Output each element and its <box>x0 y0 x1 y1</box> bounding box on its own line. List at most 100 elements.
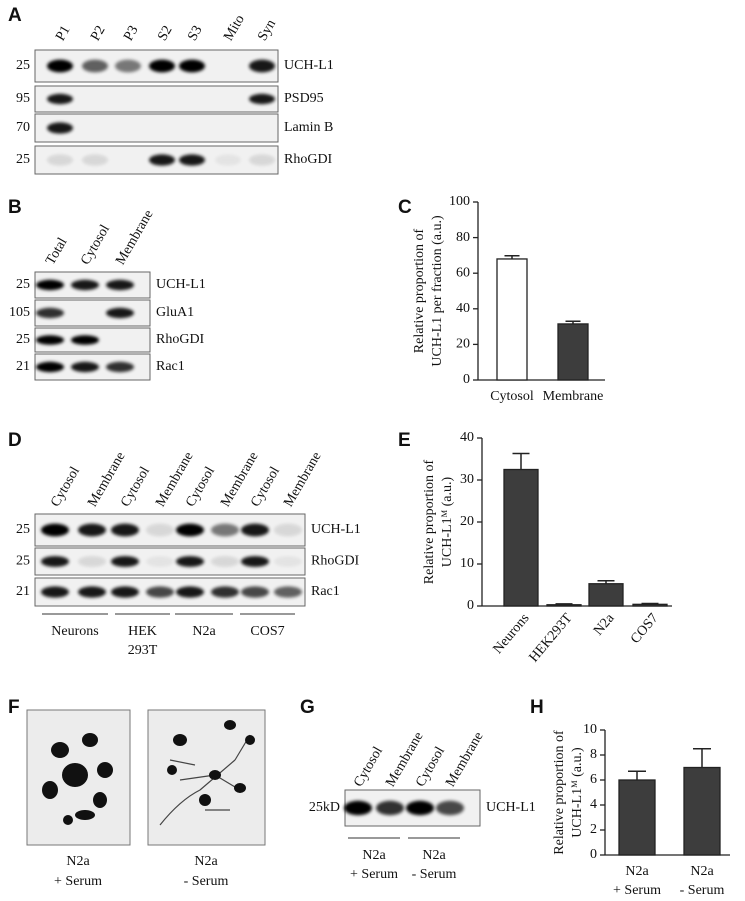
bar <box>618 779 656 856</box>
y-tick-label: 60 <box>456 265 470 280</box>
image-caption: - Serum <box>184 874 229 889</box>
protein-label: Rac1 <box>311 584 340 599</box>
mw-marker: 95 <box>16 91 30 106</box>
lane-label: Total <box>43 235 70 267</box>
group-label: + Serum <box>350 867 398 882</box>
band <box>115 59 141 73</box>
protein-label: Rac1 <box>156 359 185 374</box>
image-caption: N2a <box>66 854 90 869</box>
band <box>344 800 372 816</box>
bar <box>503 468 539 607</box>
mw-marker: 25 <box>16 522 30 537</box>
x-tick-label: HEK293T <box>527 611 576 666</box>
y-tick-label: 0 <box>467 598 474 613</box>
band <box>241 556 269 567</box>
band <box>82 59 108 73</box>
error-bar <box>555 603 573 605</box>
protein-label: UCH-L1 <box>284 58 334 73</box>
protein-label: UCH-L1 <box>486 800 536 815</box>
band <box>249 93 275 105</box>
band <box>111 586 139 598</box>
band <box>179 154 205 166</box>
group-label: COS7 <box>250 624 284 639</box>
mw-marker: 25 <box>16 58 30 73</box>
band <box>36 279 64 291</box>
mw-marker: 25kD <box>309 800 340 815</box>
x-tick-label: COS7 <box>628 611 661 647</box>
group-label: N2a <box>422 848 446 863</box>
mw-marker: 25 <box>16 152 30 167</box>
band <box>179 59 205 73</box>
band <box>47 93 73 105</box>
bar <box>546 604 582 607</box>
band <box>436 800 464 816</box>
panel-letter: A <box>8 5 22 26</box>
y-tick-label: 0 <box>590 847 597 862</box>
y-tick-label: 8 <box>590 747 597 762</box>
band <box>211 523 239 537</box>
panel-letter: D <box>8 430 22 451</box>
band <box>249 59 275 73</box>
y-tick-label: 0 <box>463 372 470 387</box>
lane-label: Cytosol <box>48 464 83 509</box>
panel-letter: E <box>398 430 411 451</box>
lane-label: S3 <box>185 23 205 43</box>
mw-marker: 70 <box>16 120 30 135</box>
group-label: N2a <box>192 624 216 639</box>
image-caption: + Serum <box>54 874 102 889</box>
band <box>78 586 106 598</box>
panel-letter: G <box>300 697 315 718</box>
error-bar <box>641 602 659 605</box>
panel-letter: C <box>398 197 412 218</box>
lane-label: Cytosol <box>351 744 386 789</box>
band <box>71 361 99 373</box>
lane-label: P1 <box>53 23 73 43</box>
image-caption: N2a <box>194 854 218 869</box>
band <box>146 586 174 598</box>
band <box>47 154 73 166</box>
error-bar <box>597 580 615 584</box>
panel-letter: H <box>530 697 544 718</box>
band <box>149 59 175 73</box>
mw-marker: 25 <box>16 332 30 347</box>
bar <box>683 766 721 856</box>
group-label: N2a <box>362 848 386 863</box>
band <box>274 556 302 567</box>
x-tick-label: + Serum <box>613 883 661 898</box>
protein-label: UCH-L1 <box>156 277 206 292</box>
error-bar <box>512 452 530 470</box>
band <box>241 586 269 598</box>
band <box>211 586 239 598</box>
y-tick-label: 80 <box>456 230 470 245</box>
blot-strip <box>34 85 279 113</box>
lane-label: Mito <box>221 13 248 44</box>
band <box>41 556 69 567</box>
band <box>106 279 134 291</box>
band <box>78 523 106 537</box>
group-label: HEK <box>128 624 157 639</box>
protein-label: GluA1 <box>156 305 194 320</box>
y-tick-label: 20 <box>456 337 470 352</box>
lane-label: S2 <box>155 23 175 43</box>
y-tick-label: 10 <box>583 722 597 737</box>
protein-label: PSD95 <box>284 91 324 106</box>
protein-label: Lamin B <box>284 120 333 135</box>
band <box>47 122 73 134</box>
blot-strip <box>34 113 279 143</box>
band <box>82 154 108 166</box>
band <box>78 556 106 567</box>
y-tick-label: 20 <box>460 514 474 529</box>
y-axis-label: UCH-L1 per fraction (a.u.) <box>430 215 445 367</box>
x-tick-label: Cytosol <box>490 389 534 404</box>
lane-label: Syn <box>255 17 279 43</box>
lane-label: Cytosol <box>118 464 153 509</box>
error-bar <box>628 770 646 780</box>
y-tick-label: 100 <box>449 194 470 209</box>
band <box>106 307 134 319</box>
band <box>274 523 302 537</box>
band <box>71 279 99 291</box>
band <box>176 523 204 537</box>
protein-label: UCH-L1 <box>311 522 361 537</box>
protein-label: RhoGDI <box>284 152 333 167</box>
